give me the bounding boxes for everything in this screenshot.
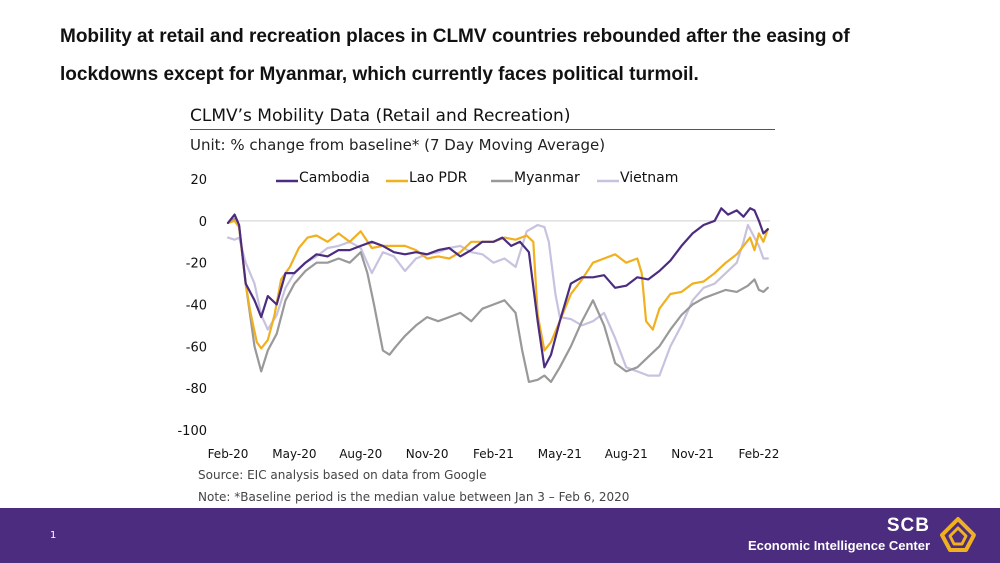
brand-block: SCB Economic Intelligence Center: [748, 515, 930, 555]
y-tick-label: -20: [186, 257, 207, 272]
brand-subtitle: Economic Intelligence Center: [747, 538, 930, 553]
chart-title: CLMV’s Mobility Data (Retail and Recreat…: [190, 106, 571, 126]
mobility-line-chart: 20 0 -20 -40 -60 -80 -100 Feb-20 May-20 Aug-20 No…: [177, 170, 780, 461]
x-axis: Feb-20 May-20 Aug-20 Nov-20 Feb-21 May-21 Aug-…: [208, 447, 780, 461]
x-tick-label: May-21: [538, 447, 582, 461]
y-tick-label: -100: [177, 424, 207, 439]
scb-logo-icon: [940, 517, 976, 552]
chart-unit: Unit: % change from baseline* (7 Day Mov…: [190, 136, 606, 154]
legend: Cambodia Lao PDR Myanmar Vietnam: [276, 170, 678, 186]
x-tick-label: Aug-20: [339, 447, 382, 461]
series-line-cambodia: [226, 207, 769, 369]
x-tick-label: Feb-22: [739, 447, 780, 461]
legend-label: Vietnam: [620, 170, 678, 186]
brand-name: SCB: [886, 515, 930, 536]
legend-label: Lao PDR: [409, 170, 468, 186]
footer-bar: 1 SCB Economic Intelligence Center: [0, 508, 1000, 563]
x-tick-label: Aug-21: [605, 447, 648, 461]
source-note: Source: EIC analysis based on data from …: [198, 468, 487, 482]
x-tick-label: May-20: [272, 447, 316, 461]
headline: Mobility at retail and recreation places…: [60, 18, 960, 94]
series-line-lao-pdr: [226, 219, 769, 352]
x-tick-label: Nov-21: [671, 447, 714, 461]
x-tick-label: Feb-21: [473, 447, 514, 461]
title-divider: [190, 129, 775, 130]
headline-line-1: Mobility at retail and recreation places…: [60, 26, 850, 47]
y-tick-label: 0: [199, 215, 207, 230]
y-tick-label: -60: [186, 340, 207, 355]
x-tick-label: Nov-20: [406, 447, 449, 461]
y-axis: 20 0 -20 -40 -60 -80 -100: [177, 173, 207, 439]
page-number: 1: [50, 530, 57, 541]
series-line-myanmar: [226, 217, 769, 383]
baseline-note: Note: *Baseline period is the median val…: [198, 490, 630, 504]
series-line-vietnam: [226, 223, 769, 377]
y-tick-label: -40: [186, 299, 207, 314]
y-tick-label: -80: [186, 382, 207, 397]
y-tick-label: 20: [190, 173, 207, 188]
series-group: [226, 207, 769, 383]
legend-label: Myanmar: [514, 170, 580, 186]
x-tick-label: Feb-20: [208, 447, 249, 461]
headline-line-2: lockdowns except for Myanmar, which curr…: [60, 64, 699, 85]
legend-label: Cambodia: [299, 170, 370, 186]
